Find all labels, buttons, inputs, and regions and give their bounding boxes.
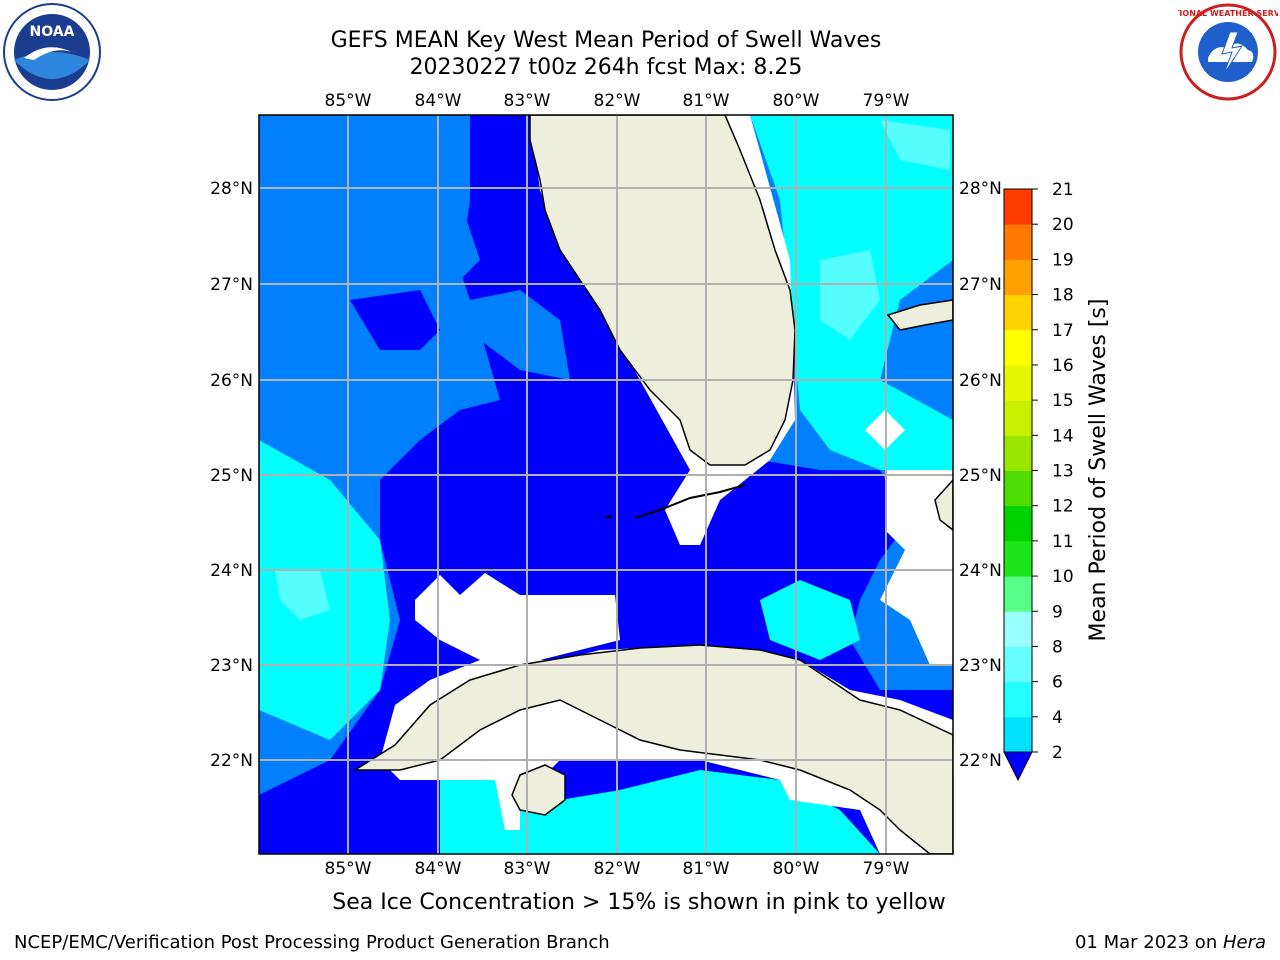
colorbar-tick-label: 17 bbox=[1052, 321, 1074, 341]
colorbar-tick-label: 2 bbox=[1052, 743, 1063, 763]
colorbar-segment bbox=[1004, 364, 1032, 401]
colorbar-tick-label: 9 bbox=[1052, 602, 1063, 622]
colorbar: 2 4 6 8 9 10 11 12 13 14 15 16 17 18 19 20 21 bbox=[1003, 180, 1074, 782]
gridlines bbox=[259, 115, 953, 854]
lat-label-right: 25°N bbox=[959, 466, 1002, 486]
ocean-cyan-mid bbox=[760, 580, 860, 660]
colorbar-tick-label: 16 bbox=[1052, 356, 1074, 376]
lon-label-bottom: 83°W bbox=[504, 859, 551, 879]
ocean-lightcyan-sw bbox=[275, 570, 330, 620]
map-frame bbox=[258, 114, 954, 855]
colorbar-segment bbox=[1004, 646, 1032, 683]
lat-label-left: 27°N bbox=[210, 275, 253, 295]
colorbar-segment bbox=[1004, 576, 1032, 612]
ocean-mid-blue-west bbox=[259, 115, 480, 470]
chart-subtitle: 20230227 t00z 264h fcst Max: 8.25 bbox=[409, 55, 803, 80]
lat-label-right: 24°N bbox=[959, 561, 1002, 581]
lat-label-right: 26°N bbox=[959, 371, 1002, 391]
lon-label-top: 85°W bbox=[325, 91, 372, 111]
nws-logo: NATIONAL WEATHER SERVICE bbox=[1162, 2, 1280, 102]
colorbar-segment bbox=[1004, 435, 1032, 471]
sea-ice-note: Sea Ice Concentration > 15% is shown in … bbox=[332, 890, 946, 915]
lat-label-right: 23°N bbox=[959, 656, 1002, 676]
lat-label-left: 24°N bbox=[210, 561, 253, 581]
lon-label-bottom: 81°W bbox=[683, 859, 730, 879]
florida-keys bbox=[604, 484, 746, 519]
noaa-logo: NOAA bbox=[2, 2, 102, 102]
lon-labels-bottom: 85°W 84°W 83°W 82°W 81°W 80°W 79°W bbox=[325, 859, 910, 879]
nws-logo-text: NATIONAL WEATHER SERVICE bbox=[1178, 9, 1278, 18]
lon-label-top: 80°W bbox=[773, 91, 820, 111]
colorbar-segment bbox=[1004, 189, 1032, 225]
chart-title: GEFS MEAN Key West Mean Period of Swell … bbox=[330, 28, 882, 53]
colorbar-tick-label: 19 bbox=[1052, 250, 1074, 270]
colorbar-segment bbox=[1004, 329, 1032, 366]
colorbar-tick-label: 21 bbox=[1052, 180, 1074, 200]
colorbar-tick-label: 13 bbox=[1052, 462, 1074, 482]
lon-labels-top: 85°W 84°W 83°W 82°W 81°W 80°W 79°W bbox=[325, 91, 910, 111]
land-cuba bbox=[352, 644, 953, 854]
colorbar-tick-label: 20 bbox=[1052, 215, 1074, 235]
footer-machine: Hera bbox=[1222, 932, 1266, 953]
colorbar-tick-label: 10 bbox=[1052, 567, 1074, 587]
colorbar-label: Mean Period of Swell Waves [s] bbox=[1086, 299, 1111, 642]
colorbar-segment bbox=[1004, 540, 1032, 577]
lat-label-right: 27°N bbox=[959, 275, 1002, 295]
lat-label-right: 28°N bbox=[959, 179, 1002, 199]
noaa-logo-text: NOAA bbox=[30, 24, 75, 40]
colorbar-segment bbox=[1004, 716, 1032, 753]
lon-label-top: 83°W bbox=[504, 91, 551, 111]
colorbar-tick-label: 4 bbox=[1052, 708, 1063, 728]
lat-label-left: 25°N bbox=[210, 466, 253, 486]
colorbar-segment bbox=[1004, 611, 1032, 647]
lon-label-bottom: 82°W bbox=[594, 859, 641, 879]
footer-date: 01 Mar 2023 on Hera bbox=[1075, 932, 1266, 953]
ocean-cyan-south bbox=[440, 760, 880, 854]
colorbar-segment bbox=[1004, 470, 1032, 507]
colorbar-extend-arrow bbox=[1003, 751, 1033, 782]
land-florida bbox=[529, 115, 796, 466]
colorbar-tick-label: 18 bbox=[1052, 286, 1074, 306]
ocean-deep-blue-west bbox=[350, 290, 440, 350]
lat-labels-right: 28°N 27°N 26°N 25°N 24°N 23°N 22°N bbox=[959, 179, 1002, 771]
lon-label-top: 82°W bbox=[594, 91, 641, 111]
colorbar-segment bbox=[1004, 681, 1032, 718]
ocean-mid-blue-patch bbox=[470, 290, 570, 380]
colorbar-tick-label: 11 bbox=[1052, 532, 1074, 552]
lat-label-left: 23°N bbox=[210, 656, 253, 676]
colorbar-segment bbox=[1004, 505, 1032, 542]
lon-label-bottom: 79°W bbox=[863, 859, 910, 879]
lon-label-top: 84°W bbox=[415, 91, 462, 111]
lat-label-left: 28°N bbox=[210, 179, 253, 199]
footer-date-text: 01 Mar 2023 on bbox=[1074, 932, 1223, 953]
colorbar-segment bbox=[1004, 224, 1032, 260]
footer-credit: NCEP/EMC/Verification Post Processing Pr… bbox=[14, 932, 610, 953]
lat-label-left: 26°N bbox=[210, 371, 253, 391]
colorbar-segment bbox=[1004, 259, 1032, 296]
lon-label-top: 81°W bbox=[683, 91, 730, 111]
land-isla-juventud bbox=[511, 764, 566, 816]
land-bahamas-south bbox=[934, 478, 953, 531]
land-bahamas bbox=[886, 299, 953, 331]
colorbar-segment bbox=[1004, 400, 1032, 436]
colorbar-tick-label: 15 bbox=[1052, 391, 1074, 411]
lon-label-bottom: 84°W bbox=[415, 859, 462, 879]
colorbar-tick-label: 8 bbox=[1052, 637, 1063, 657]
colorbar-segment bbox=[1004, 294, 1032, 331]
lon-label-bottom: 85°W bbox=[325, 859, 372, 879]
lat-label-left: 22°N bbox=[210, 751, 253, 771]
colorbar-tick-label: 12 bbox=[1052, 497, 1074, 517]
lon-label-bottom: 80°W bbox=[773, 859, 820, 879]
colorbar-tick-label: 6 bbox=[1052, 673, 1063, 693]
lat-label-right: 22°N bbox=[959, 751, 1002, 771]
lat-labels-left: 28°N 27°N 26°N 25°N 24°N 23°N 22°N bbox=[210, 179, 253, 771]
colorbar-tick-label: 14 bbox=[1052, 426, 1074, 446]
lon-label-top: 79°W bbox=[863, 91, 910, 111]
